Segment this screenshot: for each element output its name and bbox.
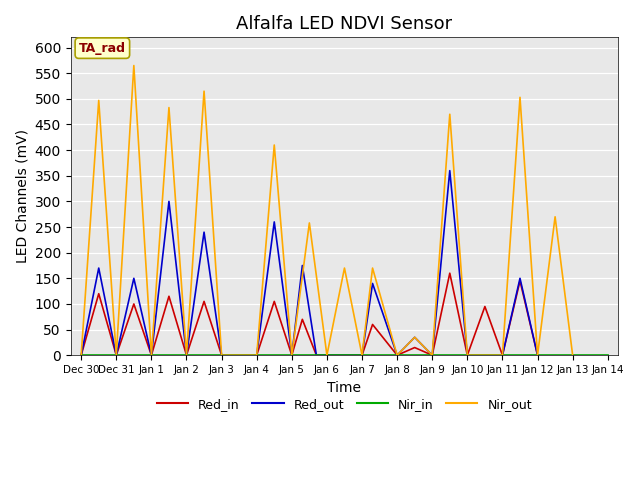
Legend: Red_in, Red_out, Nir_in, Nir_out: Red_in, Red_out, Nir_in, Nir_out: [152, 393, 537, 416]
Y-axis label: LED Channels (mV): LED Channels (mV): [15, 129, 29, 264]
X-axis label: Time: Time: [328, 381, 362, 395]
Text: TA_rad: TA_rad: [79, 42, 126, 55]
Title: Alfalfa LED NDVI Sensor: Alfalfa LED NDVI Sensor: [236, 15, 452, 33]
